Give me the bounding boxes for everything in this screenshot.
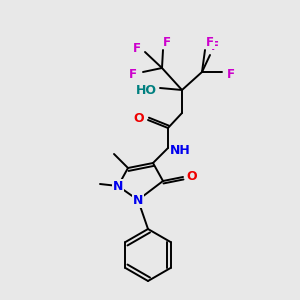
- Text: F: F: [163, 35, 171, 49]
- Text: F: F: [206, 35, 214, 49]
- Text: N: N: [113, 179, 123, 193]
- Text: F: F: [227, 68, 235, 80]
- Text: O: O: [134, 112, 144, 124]
- Text: NH: NH: [169, 143, 190, 157]
- Text: F: F: [211, 40, 219, 53]
- Text: F: F: [129, 68, 137, 82]
- Text: HO: HO: [136, 83, 157, 97]
- Text: N: N: [133, 194, 143, 206]
- Text: O: O: [187, 170, 197, 184]
- Text: F: F: [133, 43, 141, 56]
